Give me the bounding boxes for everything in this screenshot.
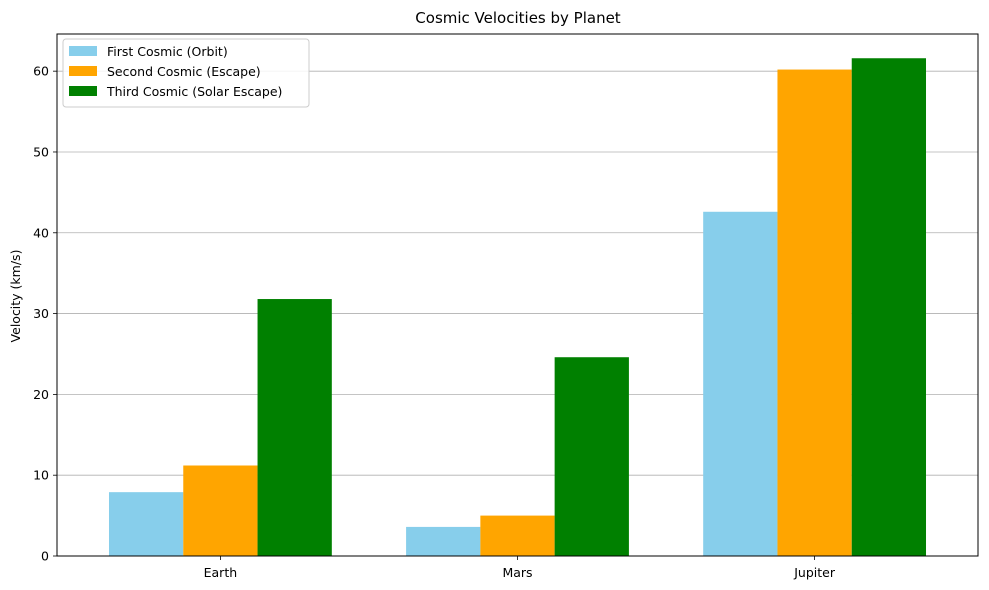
bar — [480, 515, 555, 556]
legend-label: Third Cosmic (Solar Escape) — [106, 84, 282, 99]
bar — [554, 357, 629, 556]
y-tick-label: 30 — [33, 306, 49, 321]
bar — [183, 465, 258, 556]
y-tick-label: 40 — [33, 225, 49, 240]
legend-label: First Cosmic (Orbit) — [107, 44, 228, 59]
x-tick-label: Mars — [502, 565, 532, 580]
legend-swatch — [69, 66, 97, 76]
bar — [108, 492, 184, 556]
y-tick-label: 50 — [33, 144, 49, 159]
bar — [406, 526, 481, 556]
legend-frame — [62, 38, 310, 108]
bar — [257, 299, 332, 556]
legend-label: Second Cosmic (Escape) — [107, 64, 261, 79]
bar — [777, 69, 852, 557]
y-axis-ticks: 0 10 20 30 40 50 60 — [33, 64, 57, 564]
chart-title: Cosmic Velocities by Planet — [415, 9, 621, 27]
y-axis-label: Velocity (km/s) — [8, 250, 23, 343]
y-tick-label: 60 — [33, 64, 49, 79]
x-tick-label: Earth — [204, 565, 238, 580]
legend: First Cosmic (Orbit) Second Cosmic (Escap… — [62, 38, 310, 108]
y-tick-label: 20 — [33, 387, 49, 402]
legend-swatch — [69, 46, 97, 56]
y-tick-label: 0 — [41, 549, 49, 564]
y-tick-label: 10 — [33, 468, 49, 483]
legend-swatch — [69, 86, 97, 96]
bar — [851, 58, 927, 556]
bars — [108, 58, 927, 557]
bar — [703, 211, 778, 556]
x-tick-label: Jupiter — [793, 565, 836, 580]
x-axis-ticks: Earth Mars Jupiter — [204, 556, 836, 580]
